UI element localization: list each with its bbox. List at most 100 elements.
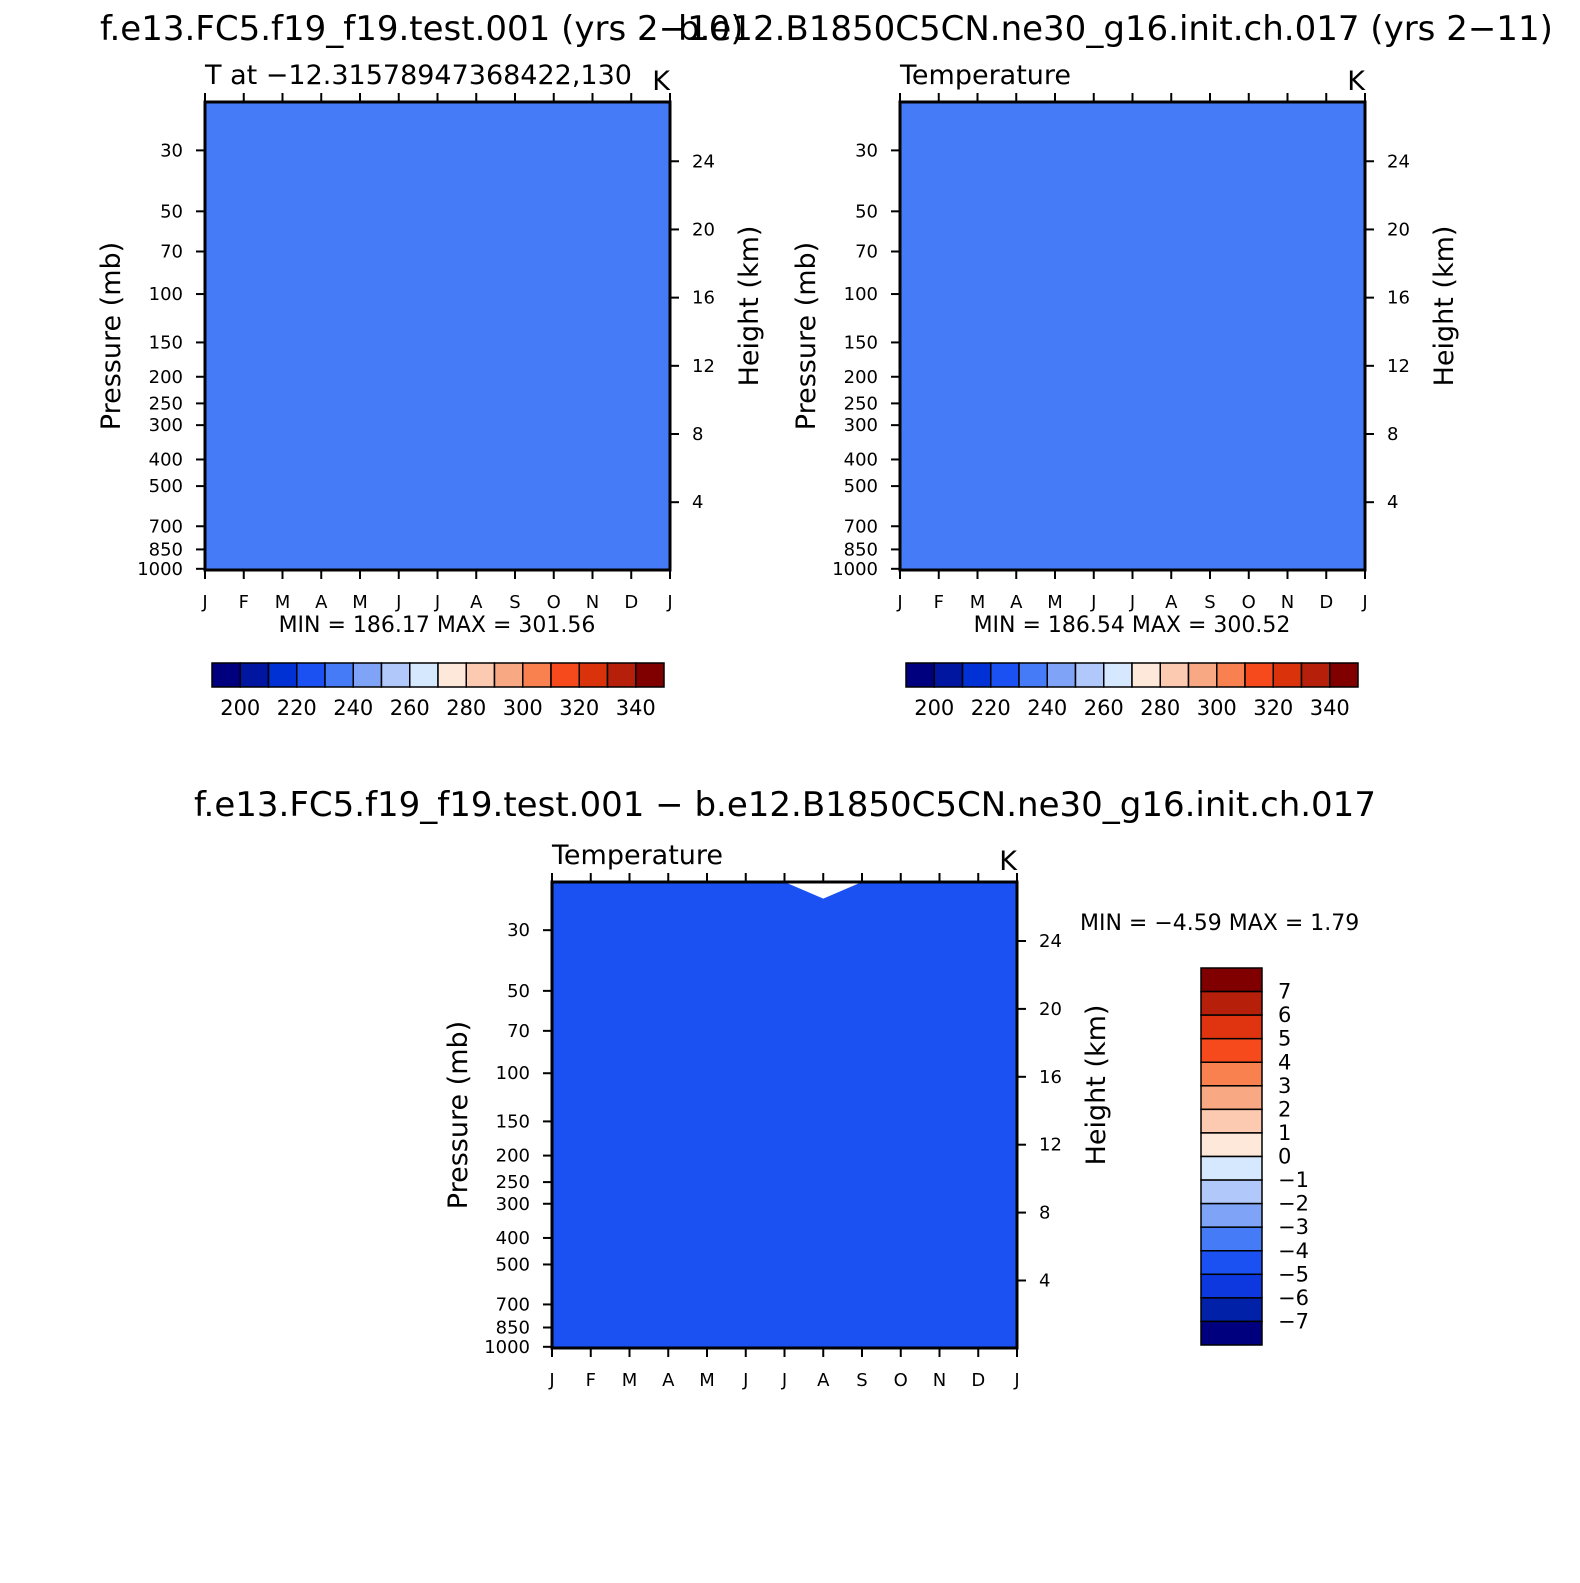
y-tick-label: 850 — [149, 539, 183, 560]
colorbar-box — [1200, 990, 1263, 1016]
x-tick-label: S — [509, 592, 520, 613]
y-tick-label: 850 — [844, 539, 878, 560]
chart-title: f.e13.FC5.f19_f19.test.001 − b.e12.B1850… — [194, 785, 1376, 825]
x-tick-label: S — [856, 1370, 867, 1391]
y-tick-label: 150 — [844, 332, 878, 353]
colorbar-box — [1200, 1202, 1263, 1228]
colorbar-box — [1046, 662, 1077, 688]
x-tick-label: D — [1319, 592, 1333, 613]
y-tick-label: 30 — [160, 140, 183, 161]
y-right-tick-label: 20 — [692, 219, 715, 240]
units-label: K — [999, 846, 1018, 877]
y-tick-label: 300 — [844, 415, 878, 436]
chart-title: b.e12.B1850C5CN.ne30_g16.init.ch.017 (yr… — [678, 9, 1553, 49]
y-tick-label: 500 — [844, 476, 878, 497]
colorbar-box — [267, 662, 298, 688]
x-tick-label: M — [1047, 592, 1063, 613]
y-tick-label: 250 — [496, 1172, 530, 1193]
colorbar-label: 1 — [1278, 1121, 1291, 1145]
x-tick-label: M — [352, 592, 368, 613]
colorbar-box — [1200, 1085, 1263, 1111]
colorbar-box — [905, 662, 935, 688]
x-tick-label: J — [781, 1370, 787, 1391]
colorbar-box — [961, 662, 992, 688]
y-right-tick-label: 4 — [692, 492, 703, 513]
y-right-tick-label: 4 — [1387, 492, 1398, 513]
x-tick-label: O — [547, 592, 561, 613]
min-max-label: MIN = −4.59 MAX = 1.79 — [1080, 911, 1359, 936]
x-tick-label: M — [275, 592, 291, 613]
y-tick-label: 850 — [496, 1318, 530, 1339]
y-tick-label: 150 — [149, 332, 183, 353]
y-tick-label: 100 — [844, 284, 878, 305]
colorbar-label: 3 — [1278, 1074, 1291, 1098]
y-tick-label: 400 — [844, 449, 878, 470]
colorbar-label: −5 — [1278, 1262, 1309, 1286]
y-tick-label: 100 — [149, 284, 183, 305]
y-right-tick-label: 24 — [692, 151, 715, 172]
y-tick-label: 70 — [507, 1021, 530, 1042]
y-tick-label: 700 — [496, 1294, 530, 1315]
colorbar-box — [1200, 1179, 1263, 1205]
contour-level-12 — [205, 102, 670, 570]
colorbar-label: 340 — [1310, 696, 1350, 720]
contour-level-8 — [552, 882, 1017, 1348]
colorbar-box — [380, 662, 411, 688]
colorbar-label: 6 — [1278, 1003, 1291, 1027]
colorbar-box — [1200, 1014, 1263, 1040]
colorbar-label: 240 — [1027, 696, 1067, 720]
x-tick-label: D — [971, 1370, 985, 1391]
x-tick-label: N — [1281, 592, 1294, 613]
contour-fills — [552, 882, 1017, 1348]
colorbar-box — [635, 662, 665, 688]
y-tick-label: 200 — [149, 367, 183, 388]
x-tick-label: A — [470, 592, 483, 613]
y-tick-label: 400 — [149, 449, 183, 470]
colorbar-box — [1159, 662, 1190, 688]
y-right-tick-label: 12 — [1039, 1135, 1062, 1156]
y-right-tick-label: 16 — [1039, 1067, 1062, 1088]
y-tick-label: 70 — [855, 241, 878, 262]
x-tick-label: J — [201, 592, 207, 613]
x-tick-label: N — [933, 1370, 946, 1391]
y-right-tick-label: 16 — [1387, 288, 1410, 309]
colorbar-box — [1187, 662, 1218, 688]
colorbar-box — [1074, 662, 1105, 688]
x-tick-label: N — [586, 592, 599, 613]
x-tick-label: A — [662, 1370, 675, 1391]
colorbar-label: 260 — [390, 696, 430, 720]
colorbar-box — [296, 662, 326, 688]
colorbar-box — [239, 662, 270, 688]
colorbar-box — [1216, 662, 1246, 688]
colorbar-box — [211, 662, 241, 688]
colorbar-box — [578, 662, 609, 688]
colorbar-box — [933, 662, 964, 688]
colorbar-label: 200 — [914, 696, 954, 720]
y-right-tick-label: 4 — [1039, 1270, 1050, 1291]
min-max-label: MIN = 186.54 MAX = 300.52 — [974, 613, 1291, 638]
colorbar-label: 320 — [1253, 696, 1293, 720]
y-tick-label: 1000 — [832, 559, 878, 580]
colorbar-box — [1329, 662, 1359, 688]
y-right-tick-label: 12 — [692, 356, 715, 377]
y-tick-label: 30 — [507, 920, 530, 941]
y-tick-label: 150 — [496, 1111, 530, 1132]
colorbar-box — [1200, 1250, 1263, 1276]
colorbar-box — [990, 662, 1020, 688]
contour-level-12 — [900, 102, 1365, 570]
colorbar-label: −2 — [1278, 1192, 1309, 1216]
colorbar-box — [1200, 1037, 1263, 1063]
y-tick-label: 700 — [149, 516, 183, 537]
colorbar-label: −3 — [1278, 1215, 1309, 1239]
colorbar-box — [1131, 662, 1161, 688]
x-tick-label: M — [622, 1370, 638, 1391]
y-right-tick-label: 20 — [1039, 999, 1062, 1020]
colorbar: 200 220 240 260 280 300 320 340 — [211, 662, 665, 720]
x-tick-label: M — [970, 592, 986, 613]
units-label: K — [652, 66, 671, 97]
colorbar-label: 340 — [616, 696, 656, 720]
y-right-axis-label: Height (km) — [734, 226, 765, 387]
colorbar-label: −1 — [1278, 1168, 1309, 1192]
y-tick-label: 200 — [496, 1146, 530, 1167]
